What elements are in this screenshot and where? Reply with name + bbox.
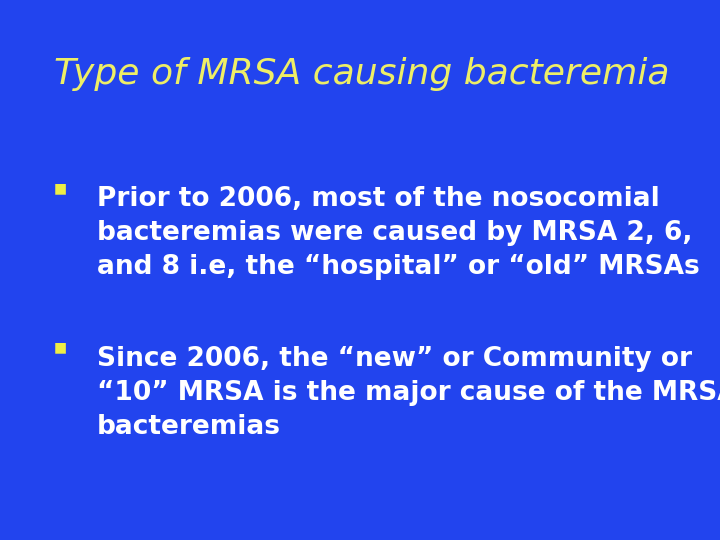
Text: Type of MRSA causing bacteremia: Type of MRSA causing bacteremia — [54, 57, 670, 91]
Text: ■: ■ — [54, 181, 67, 195]
Text: Since 2006, the “new” or Community or
“10” MRSA is the major cause of the MRSA
b: Since 2006, the “new” or Community or “1… — [97, 346, 720, 440]
Text: ■: ■ — [54, 340, 67, 354]
Text: Prior to 2006, most of the nosocomial
bacteremias were caused by MRSA 2, 6,
and : Prior to 2006, most of the nosocomial ba… — [97, 186, 700, 280]
